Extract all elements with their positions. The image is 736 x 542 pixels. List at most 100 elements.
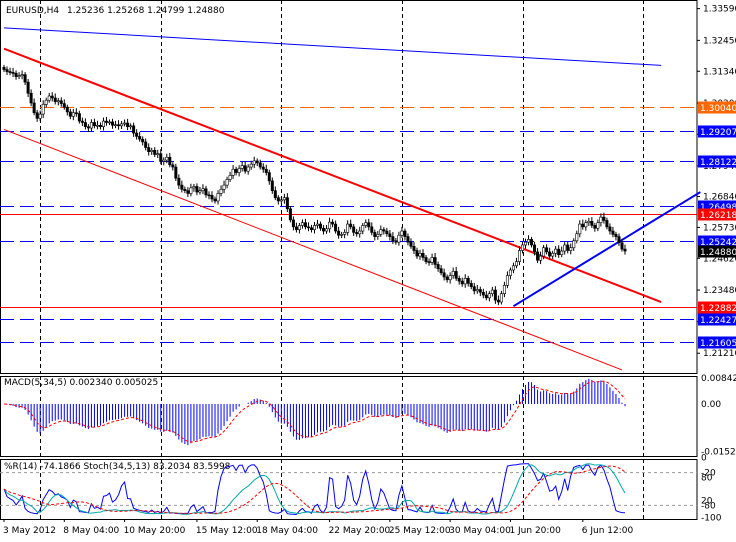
candle-body-107 xyxy=(325,228,329,232)
candle-body-198 xyxy=(599,216,603,223)
candle-body-205 xyxy=(620,242,624,250)
level-label-9: 1.21605 xyxy=(700,339,736,349)
candle-body-87 xyxy=(264,168,268,173)
level-label-box-4 xyxy=(698,208,736,221)
candle-body-37 xyxy=(114,124,118,127)
trendline-3 xyxy=(512,191,701,308)
candle-body-160 xyxy=(484,294,488,299)
candle-body-162 xyxy=(490,289,494,294)
level-label-6: 1.24880 xyxy=(700,248,736,258)
level-label-2: 1.28122 xyxy=(700,158,736,168)
time-tick-label-5: 22 May 20:00 xyxy=(329,526,391,536)
candle-body-14 xyxy=(44,99,48,105)
candle-body-90 xyxy=(273,190,277,198)
candle-body-79 xyxy=(240,165,244,169)
trendlines xyxy=(3,27,701,371)
candle-body-156 xyxy=(472,286,476,292)
candle-body-52 xyxy=(159,153,163,162)
candle-body-97 xyxy=(294,226,298,230)
price-tick-label-7: 1.25730 xyxy=(703,223,736,233)
candle-body-118 xyxy=(358,230,362,235)
candle-body-144 xyxy=(436,264,440,269)
candle-body-121 xyxy=(367,222,371,228)
level-label-1: 1.29207 xyxy=(700,128,736,138)
ohlc-values: 1.25236 1.25268 1.24799 1.24880 xyxy=(67,6,225,16)
candle-body-56 xyxy=(171,164,175,168)
candle-body-27 xyxy=(83,122,87,127)
macd-label: MACD(5,34,5) 0.002340 0.005025 xyxy=(4,378,158,388)
candle-body-67 xyxy=(204,188,208,196)
candle-body-192 xyxy=(581,223,585,228)
candle-body-76 xyxy=(231,168,235,176)
candle-body-201 xyxy=(608,226,612,232)
candle-body-124 xyxy=(376,234,380,237)
candle-body-13 xyxy=(41,104,45,115)
candle-body-40 xyxy=(123,122,127,125)
macd-signal-line xyxy=(3,380,626,443)
candle-body-200 xyxy=(605,220,609,228)
candle-body-109 xyxy=(331,221,335,225)
candle-body-196 xyxy=(593,225,597,229)
level-label-5: 1.25242 xyxy=(700,238,736,248)
candle-body-38 xyxy=(117,124,121,127)
candle-body-140 xyxy=(424,257,428,262)
candle-body-204 xyxy=(617,236,621,244)
candle-body-70 xyxy=(213,198,217,202)
candle-body-81 xyxy=(246,166,250,172)
candle-body-92 xyxy=(279,199,283,202)
candle-body-54 xyxy=(165,156,169,161)
candle-body-64 xyxy=(195,186,199,193)
level-label-box-9 xyxy=(698,336,736,349)
time-tick-label-6: 25 May 12:00 xyxy=(389,526,451,536)
candle-body-73 xyxy=(222,184,226,190)
candle-body-191 xyxy=(578,223,582,235)
candle-body-43 xyxy=(132,125,136,134)
candle-body-139 xyxy=(421,253,425,258)
candle-body-119 xyxy=(361,225,365,232)
candle-body-101 xyxy=(306,226,310,229)
price-tick-label-2: 1.31340 xyxy=(703,67,736,77)
candle-body-12 xyxy=(38,113,42,119)
macd-tick-label-1: 0.00 xyxy=(701,400,721,410)
time-tick-label-0: 3 May 2012 xyxy=(3,526,56,536)
candle-body-6 xyxy=(20,74,24,77)
level-label-3: 1.26498 xyxy=(700,203,736,213)
level-label-box-8 xyxy=(698,313,736,326)
candle-body-71 xyxy=(216,193,220,202)
candle-body-168 xyxy=(508,269,512,276)
candle-body-10 xyxy=(32,102,36,114)
candle-body-74 xyxy=(225,179,229,186)
trendline-0 xyxy=(3,27,662,66)
candle-body-0 xyxy=(2,67,6,70)
candle-body-23 xyxy=(71,112,75,117)
candle-body-53 xyxy=(162,159,166,162)
oscillator-tick-label-1: -20 xyxy=(701,469,716,479)
candle-body-146 xyxy=(442,272,446,278)
candle-body-148 xyxy=(448,275,452,281)
price-tick-label-8: 1.24620 xyxy=(703,254,736,264)
candle-body-48 xyxy=(147,147,151,153)
candle-body-141 xyxy=(427,261,431,263)
candle-body-145 xyxy=(439,268,443,274)
candle-body-103 xyxy=(312,225,316,230)
price-tick-label-11: 1.21210 xyxy=(703,349,736,359)
candle-body-112 xyxy=(340,234,344,236)
candle-body-102 xyxy=(309,227,313,230)
trendline-2 xyxy=(3,128,623,371)
candle-body-69 xyxy=(210,195,214,200)
candle-body-55 xyxy=(168,156,172,166)
candle-body-158 xyxy=(478,289,482,293)
candle-body-125 xyxy=(379,229,383,235)
candle-body-75 xyxy=(228,175,232,180)
candle-body-31 xyxy=(95,124,99,127)
candle-body-44 xyxy=(135,132,139,137)
level-label-box-1 xyxy=(698,125,736,138)
candle-body-1 xyxy=(5,69,9,72)
candle-body-28 xyxy=(86,126,90,129)
candle-body-182 xyxy=(551,253,555,257)
level-label-0: 1.30040 xyxy=(700,104,736,114)
williams-r-line xyxy=(3,463,626,515)
candle-body-170 xyxy=(514,261,518,267)
candle-body-104 xyxy=(316,223,320,226)
